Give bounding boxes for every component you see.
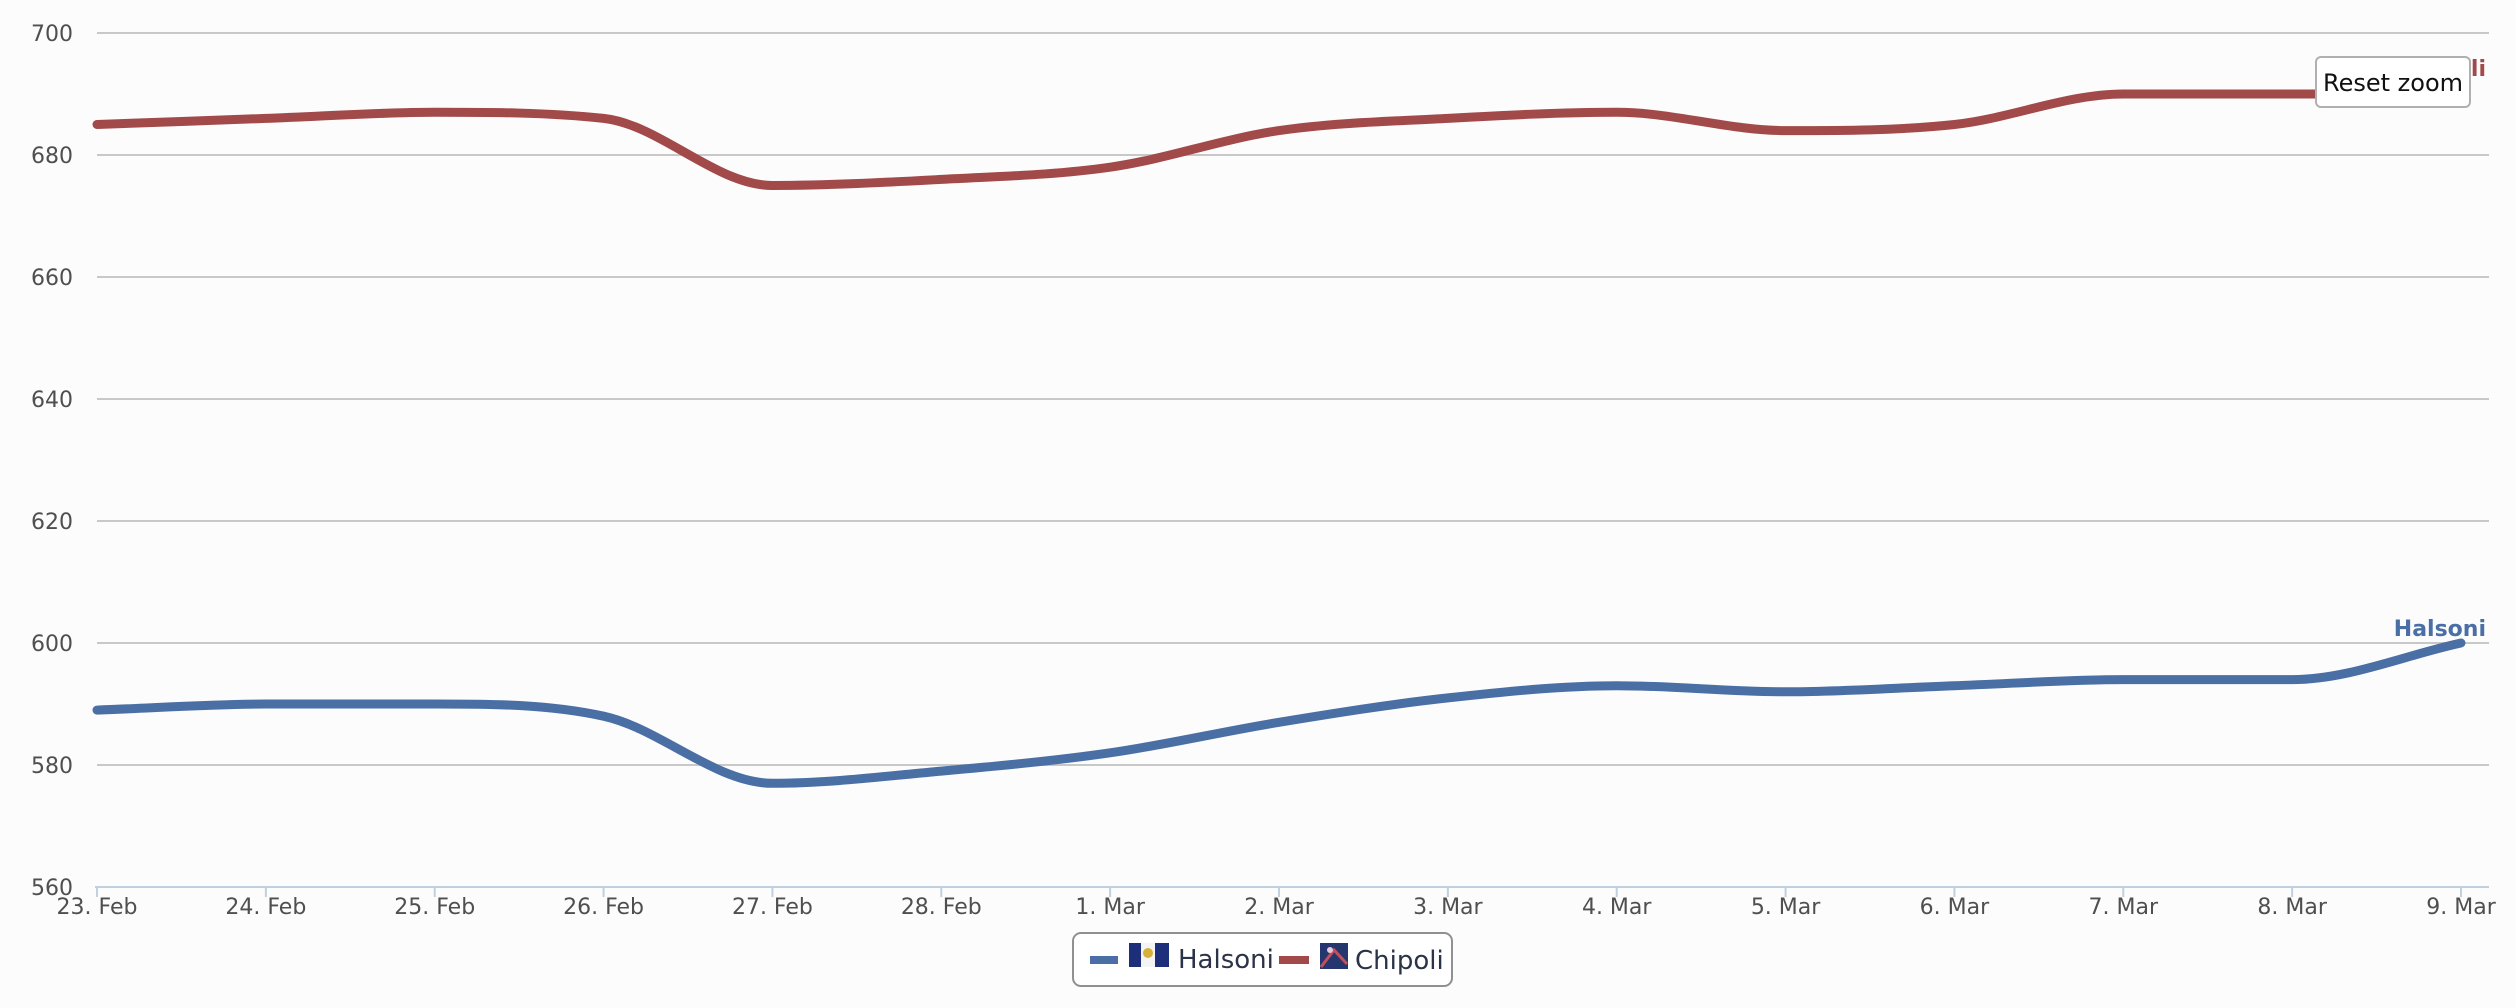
series-end-labels: Halsoni li [2394,57,2486,642]
x-tick-label: 2. Mar [1244,895,1314,920]
y-tick-label: 620 [31,510,73,535]
series-lines [92,89,2466,788]
halsoni-flag-icon [1129,943,1169,967]
legend: Halsoni Chipoli [1072,932,1453,987]
series-line-halsoni [92,638,2466,788]
x-tick-label: 28. Feb [901,895,982,920]
x-tick-label: 26. Feb [563,895,644,920]
x-tick-label: 3. Mar [1413,895,1483,920]
y-axis: 560 580 600 620 640 660 680 700 [31,22,73,901]
series-end-label-chipoli: li [2471,57,2486,82]
chipoli-flag-icon [1319,943,1349,969]
x-tick-label: 7. Mar [2089,895,2159,920]
x-tick-label: 5. Mar [1751,895,1821,920]
y-tick-label: 560 [31,876,73,901]
x-tick-label: 25. Feb [394,895,475,920]
x-tick-label: 27. Feb [732,895,813,920]
reset-zoom-button[interactable]: Reset zoom [2315,56,2471,108]
x-tick-label: 24. Feb [225,895,306,920]
legend-item-chipoli[interactable]: Chipoli [1279,943,1444,976]
y-tick-label: 640 [31,388,73,413]
reset-zoom-label: Reset zoom [2323,69,2463,97]
y-tick-label: 700 [31,22,73,47]
x-tick-label: 9. Mar [2426,895,2496,920]
series-line-chipoli [92,89,2466,190]
legend-label-halsoni: Halsoni [1178,945,1274,975]
y-tick-label: 600 [31,632,73,657]
y-tick-label: 580 [31,754,73,779]
x-tick-label: 23. Feb [57,895,138,920]
x-tick-label: 8. Mar [2257,895,2327,920]
grid-lines [97,32,2489,766]
legend-item-halsoni[interactable]: Halsoni [1090,943,1274,975]
y-tick-label: 660 [31,266,73,291]
x-axis: 23. Feb 24. Feb 25. Feb 26. Feb 27. Feb 28. F… [57,886,2497,920]
series-end-label-halsoni: Halsoni [2394,617,2486,642]
legend-label-chipoli: Chipoli [1355,946,1444,976]
y-tick-label: 680 [31,144,73,169]
x-tick-label: 6. Mar [1920,895,1990,920]
x-tick-label: 4. Mar [1582,895,1652,920]
x-tick-label: 1. Mar [1075,895,1145,920]
